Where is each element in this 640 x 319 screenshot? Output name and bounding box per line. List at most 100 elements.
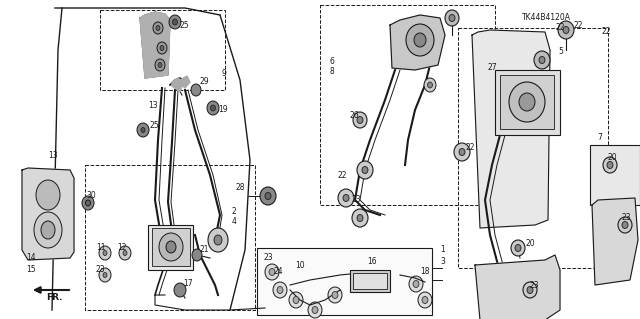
Ellipse shape xyxy=(119,246,131,260)
Text: 21: 21 xyxy=(200,246,209,255)
Bar xyxy=(495,70,560,135)
Bar xyxy=(590,145,640,205)
Text: 6: 6 xyxy=(329,57,334,66)
Polygon shape xyxy=(472,30,550,228)
Text: 25: 25 xyxy=(180,20,189,29)
Text: 20: 20 xyxy=(525,239,534,248)
Ellipse shape xyxy=(277,286,283,293)
Text: 14: 14 xyxy=(26,254,36,263)
Ellipse shape xyxy=(519,93,535,111)
Ellipse shape xyxy=(99,268,111,282)
Text: 23: 23 xyxy=(530,280,540,290)
Text: 12: 12 xyxy=(117,243,127,253)
Ellipse shape xyxy=(357,161,373,179)
Ellipse shape xyxy=(362,167,368,174)
Text: 4: 4 xyxy=(232,218,237,226)
Ellipse shape xyxy=(539,56,545,63)
Text: TK44B4120A: TK44B4120A xyxy=(522,13,571,22)
Text: 26: 26 xyxy=(349,110,358,120)
Ellipse shape xyxy=(353,112,367,128)
Text: 23: 23 xyxy=(263,254,273,263)
Ellipse shape xyxy=(509,82,545,122)
Bar xyxy=(350,270,390,292)
Text: 24: 24 xyxy=(274,268,284,277)
Ellipse shape xyxy=(34,212,62,248)
Bar xyxy=(458,28,608,268)
Ellipse shape xyxy=(173,19,177,25)
Ellipse shape xyxy=(312,307,318,314)
Ellipse shape xyxy=(418,292,432,308)
Text: 28: 28 xyxy=(236,183,246,192)
Ellipse shape xyxy=(41,221,55,239)
Ellipse shape xyxy=(293,296,299,303)
Text: FR.: FR. xyxy=(46,293,63,302)
Text: 3: 3 xyxy=(440,256,445,265)
Ellipse shape xyxy=(534,51,550,69)
Ellipse shape xyxy=(527,286,533,293)
Bar xyxy=(257,248,432,315)
Ellipse shape xyxy=(308,302,322,318)
Ellipse shape xyxy=(158,63,162,68)
Ellipse shape xyxy=(328,287,342,303)
Text: 9: 9 xyxy=(222,70,227,78)
Text: 25: 25 xyxy=(150,121,159,130)
Ellipse shape xyxy=(357,116,363,123)
Text: 10: 10 xyxy=(295,261,305,270)
Ellipse shape xyxy=(424,78,436,92)
Text: 16: 16 xyxy=(367,256,376,265)
Ellipse shape xyxy=(449,14,455,21)
Ellipse shape xyxy=(459,149,465,155)
Ellipse shape xyxy=(422,296,428,303)
Ellipse shape xyxy=(157,42,167,54)
Ellipse shape xyxy=(160,46,164,50)
Ellipse shape xyxy=(214,235,222,245)
Ellipse shape xyxy=(103,250,107,256)
Ellipse shape xyxy=(269,269,275,276)
Ellipse shape xyxy=(192,249,202,261)
Polygon shape xyxy=(172,78,183,92)
Ellipse shape xyxy=(563,26,569,33)
Polygon shape xyxy=(180,76,190,88)
Bar xyxy=(148,225,193,270)
Text: 29: 29 xyxy=(200,78,210,86)
Ellipse shape xyxy=(208,228,228,252)
Ellipse shape xyxy=(454,143,470,161)
Ellipse shape xyxy=(273,282,287,298)
Text: 18: 18 xyxy=(420,266,429,276)
Ellipse shape xyxy=(332,292,338,299)
Ellipse shape xyxy=(357,214,363,221)
Bar xyxy=(353,273,387,289)
Ellipse shape xyxy=(409,276,423,292)
Ellipse shape xyxy=(622,221,628,228)
Ellipse shape xyxy=(207,101,219,115)
Text: 23: 23 xyxy=(352,196,362,204)
Ellipse shape xyxy=(260,187,276,205)
Polygon shape xyxy=(22,168,74,260)
Bar xyxy=(85,165,255,310)
Ellipse shape xyxy=(338,189,354,207)
Polygon shape xyxy=(390,15,445,70)
Ellipse shape xyxy=(156,26,160,31)
Polygon shape xyxy=(592,198,638,285)
Ellipse shape xyxy=(352,209,368,227)
Polygon shape xyxy=(475,255,560,319)
Bar xyxy=(152,228,190,266)
Ellipse shape xyxy=(141,128,145,132)
Ellipse shape xyxy=(137,123,149,137)
Text: 23: 23 xyxy=(96,265,106,275)
Polygon shape xyxy=(140,12,170,78)
Ellipse shape xyxy=(99,246,111,260)
Text: 20: 20 xyxy=(608,153,618,162)
Ellipse shape xyxy=(103,272,107,278)
Ellipse shape xyxy=(289,292,303,308)
Text: 13: 13 xyxy=(148,100,157,109)
Text: 5: 5 xyxy=(558,48,563,56)
Bar xyxy=(100,10,225,90)
Text: 22: 22 xyxy=(602,27,611,36)
Ellipse shape xyxy=(265,192,271,199)
Ellipse shape xyxy=(174,283,186,297)
Ellipse shape xyxy=(523,282,537,298)
Ellipse shape xyxy=(169,15,181,29)
Ellipse shape xyxy=(211,105,216,111)
Text: 27: 27 xyxy=(488,63,498,72)
